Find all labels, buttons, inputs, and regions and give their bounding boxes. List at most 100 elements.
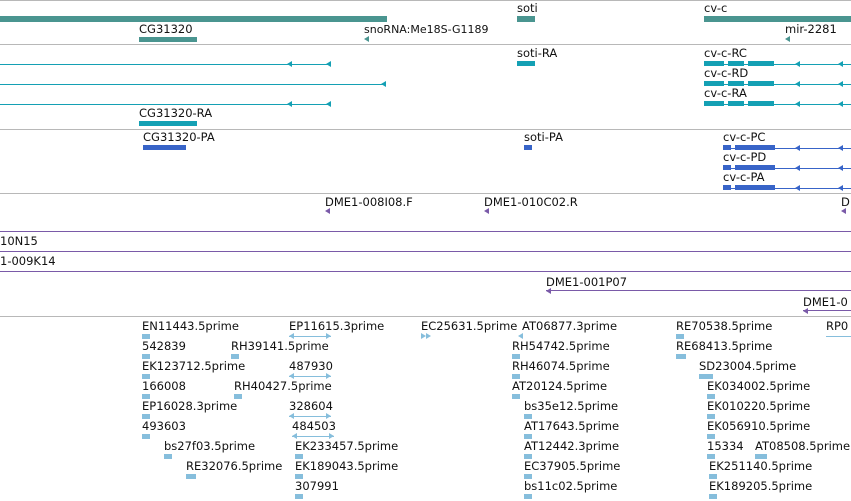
- transcript-exon[interactable]: [704, 61, 724, 66]
- est-line[interactable]: [289, 336, 331, 337]
- protein-exon[interactable]: [735, 165, 775, 170]
- gene-label[interactable]: snoRNA:Me18S-G1189: [364, 23, 489, 36]
- est-label[interactable]: RE70538.5prime: [676, 319, 773, 333]
- est-feature[interactable]: [164, 454, 172, 459]
- est-label[interactable]: RH39141.5prime: [231, 339, 329, 353]
- protein-label[interactable]: soti-PA: [524, 130, 563, 144]
- est-feature[interactable]: [142, 394, 150, 399]
- est-label[interactable]: AT08508.5prime: [755, 439, 851, 453]
- est-feature[interactable]: [512, 374, 520, 379]
- gene-label[interactable]: soti: [517, 1, 538, 15]
- est-feature[interactable]: [142, 414, 150, 419]
- transcript-exon[interactable]: [728, 61, 744, 66]
- protein-label[interactable]: CG31320-PA: [143, 130, 215, 144]
- transcript-exon[interactable]: [728, 81, 744, 86]
- est-feature[interactable]: [676, 334, 684, 339]
- clone-line[interactable]: [546, 290, 851, 291]
- clone-label[interactable]: DME1-001P07: [546, 275, 628, 289]
- est-label[interactable]: AT12442.3prime: [524, 439, 620, 453]
- est-feature[interactable]: [524, 474, 532, 479]
- transcript-exon[interactable]: [704, 101, 724, 106]
- clone-end-arrow-icon[interactable]: [841, 208, 846, 214]
- gene-arrow-icon[interactable]: [785, 36, 790, 42]
- clone-line[interactable]: [0, 251, 851, 252]
- est-feature[interactable]: [231, 354, 239, 359]
- gene-label[interactable]: CG31320: [139, 22, 193, 36]
- est-label[interactable]: EN11443.5prime: [142, 319, 239, 333]
- est-label[interactable]: RH46074.5prime: [512, 359, 610, 373]
- est-label[interactable]: EK010220.5prime: [707, 399, 811, 413]
- clone-end-label[interactable]: DME1-008I08.F: [325, 195, 413, 209]
- est-feature[interactable]: [707, 414, 715, 419]
- transcript-label[interactable]: cv-c-RC: [704, 46, 747, 60]
- gene-arrow-icon[interactable]: [364, 36, 369, 42]
- clone-line[interactable]: [0, 271, 851, 272]
- est-feature[interactable]: [707, 454, 715, 459]
- est-label[interactable]: 487930: [289, 359, 333, 373]
- est-label[interactable]: SD23004.5prime: [699, 359, 797, 373]
- est-line[interactable]: [292, 436, 334, 437]
- est-label[interactable]: RH54742.5prime: [512, 339, 610, 353]
- est-label[interactable]: RE32076.5prime: [186, 459, 283, 473]
- transcript-line[interactable]: [0, 104, 330, 105]
- transcript-exon[interactable]: [728, 101, 744, 106]
- transcript-label[interactable]: cv-c-RD: [704, 66, 749, 80]
- est-label[interactable]: EC37905.5prime: [524, 459, 621, 473]
- est-feature[interactable]: [707, 434, 715, 439]
- clone-label[interactable]: 1-009K14: [0, 254, 56, 268]
- protein-feature[interactable]: [143, 145, 186, 150]
- est-label[interactable]: bs11c02.5prime: [524, 479, 618, 493]
- protein-exon[interactable]: [723, 185, 731, 190]
- est-feature[interactable]: [295, 494, 303, 499]
- transcript-feature[interactable]: [517, 61, 535, 66]
- est-label[interactable]: RE68413.5prime: [676, 339, 773, 353]
- est-feature[interactable]: [676, 354, 686, 359]
- est-label[interactable]: bs27f03.5prime: [164, 439, 256, 453]
- transcript-feature[interactable]: [704, 84, 851, 85]
- est-label[interactable]: EK233457.5prime: [295, 439, 399, 453]
- est-feature[interactable]: [524, 494, 532, 499]
- est-feature[interactable]: [186, 474, 196, 479]
- est-feature[interactable]: [524, 454, 532, 459]
- est-line[interactable]: [826, 336, 851, 337]
- est-feature[interactable]: [709, 494, 717, 499]
- protein-label[interactable]: cv-c-PC: [723, 130, 766, 144]
- est-feature[interactable]: [234, 394, 242, 399]
- est-feature[interactable]: [512, 354, 520, 359]
- est-feature[interactable]: [524, 434, 532, 439]
- transcript-feature[interactable]: [139, 121, 197, 126]
- est-label[interactable]: 493603: [142, 419, 186, 433]
- est-label[interactable]: EK189205.5prime: [709, 479, 813, 493]
- est-feature[interactable]: [142, 374, 150, 379]
- est-label[interactable]: 328604: [289, 399, 333, 413]
- protein-exon[interactable]: [723, 165, 731, 170]
- est-label[interactable]: EK056910.5prime: [707, 419, 811, 433]
- est-feature[interactable]: [699, 374, 713, 379]
- est-line[interactable]: [289, 376, 331, 377]
- transcript-feature[interactable]: [704, 104, 851, 105]
- protein-exon[interactable]: [723, 145, 731, 150]
- est-label[interactable]: EK123712.5prime: [142, 359, 246, 373]
- est-feature[interactable]: [707, 394, 715, 399]
- est-label[interactable]: AT17643.5prime: [524, 419, 620, 433]
- est-label[interactable]: 484503: [292, 419, 336, 433]
- transcript-label[interactable]: soti-RA: [517, 46, 558, 60]
- est-label[interactable]: 542839: [142, 339, 186, 353]
- clone-end-label[interactable]: DME1-010C02.R: [484, 195, 578, 209]
- est-label[interactable]: EC25631.5prime: [421, 319, 518, 333]
- est-feature[interactable]: [295, 474, 303, 479]
- transcript-label[interactable]: cv-c-RA: [704, 86, 747, 100]
- transcript-line[interactable]: [0, 64, 330, 65]
- clone-end-arrow-icon[interactable]: [484, 208, 489, 214]
- est-feature[interactable]: [142, 334, 150, 339]
- est-label[interactable]: EP11615.3prime: [289, 319, 385, 333]
- gene-label[interactable]: cv-c: [704, 1, 728, 15]
- protein-label[interactable]: cv-c-PD: [723, 150, 767, 164]
- transcript-exon[interactable]: [704, 81, 724, 86]
- est-label[interactable]: EP16028.3prime: [142, 399, 238, 413]
- clone-label[interactable]: 10N15: [0, 234, 38, 248]
- est-label[interactable]: 166008: [142, 379, 186, 393]
- est-feature[interactable]: [512, 394, 520, 399]
- protein-exon[interactable]: [735, 185, 775, 190]
- est-label[interactable]: AT06877.3prime: [522, 319, 618, 333]
